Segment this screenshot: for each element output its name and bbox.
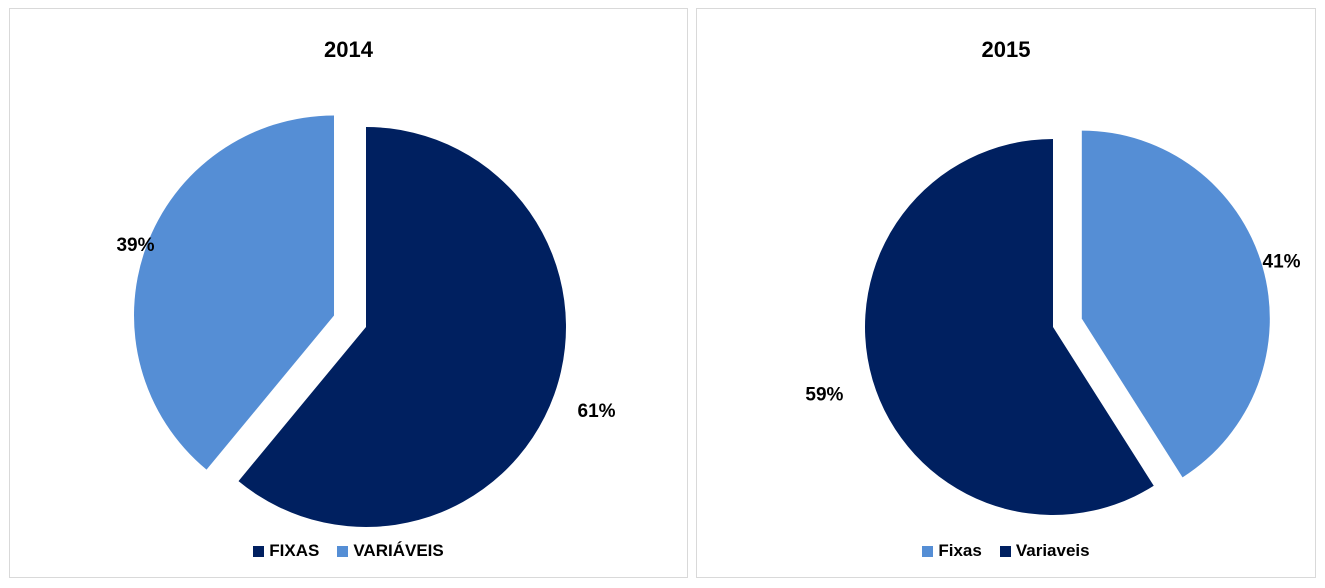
chart-2015: 2015 41% 59% Fixas Variaveis: [696, 8, 1316, 578]
data-label: 41%: [1263, 252, 1301, 273]
legend-item-fixas: FIXAS: [253, 541, 319, 561]
legend-label: VARIÁVEIS: [353, 541, 444, 560]
chart-title: 2015: [981, 37, 1031, 62]
chart-2014: 2014 61% 39% FIXAS VARIÁVEIS: [9, 8, 688, 578]
pie-slice-variáveis: [134, 115, 335, 470]
legend-label: Fixas: [938, 541, 982, 560]
pie-chart: 41% 59%: [805, 130, 1301, 515]
legend-label: Variaveis: [1015, 541, 1090, 560]
pie-slice-variaveis: [865, 139, 1154, 515]
data-label: 61%: [578, 401, 616, 422]
legend-item-variaveis: Variaveis: [999, 541, 1090, 561]
legend-swatch: [253, 545, 265, 557]
legend: Fixas Variaveis: [697, 541, 1315, 561]
legend-swatch: [922, 545, 934, 557]
legend-swatch: [999, 545, 1011, 557]
pie-slice-fixas: [238, 127, 566, 527]
chart-title: 2014: [324, 37, 373, 62]
legend-label: FIXAS: [269, 541, 320, 560]
legend-item-fixas: Fixas: [922, 541, 982, 561]
data-label: 39%: [116, 235, 154, 256]
legend-item-variaveis: VARIÁVEIS: [337, 541, 444, 561]
legend-swatch: [337, 545, 349, 557]
data-label: 59%: [805, 384, 843, 405]
legend: FIXAS VARIÁVEIS: [10, 541, 687, 561]
pie-slice-fixas: [1081, 130, 1270, 478]
pie-chart: 61% 39%: [116, 115, 616, 527]
